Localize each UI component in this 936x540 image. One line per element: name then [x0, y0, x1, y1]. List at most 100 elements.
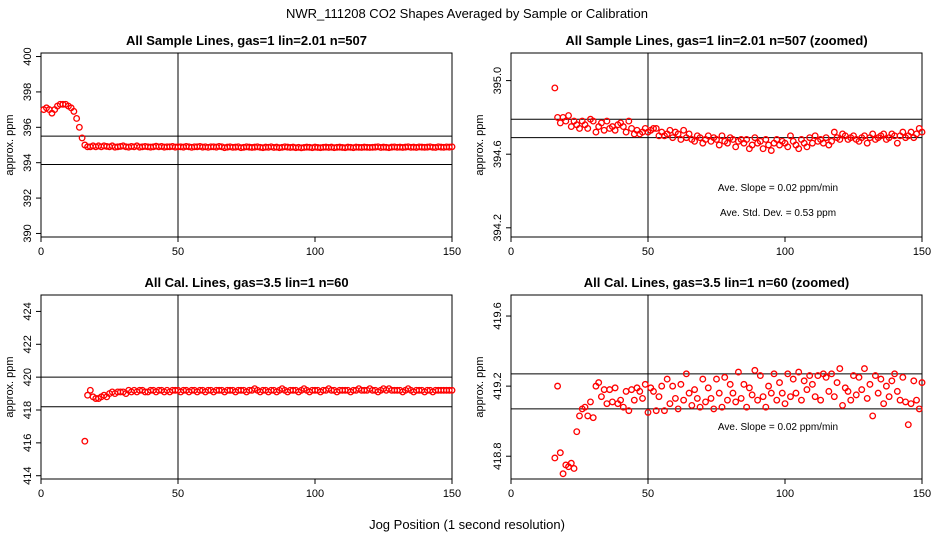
data-point [669, 134, 677, 142]
data-point [669, 382, 677, 390]
data-point [863, 394, 871, 402]
data-point [677, 380, 685, 388]
data-point [836, 136, 844, 143]
x-tick-label: 50 [172, 246, 184, 258]
data-point [915, 405, 923, 413]
data-point [808, 380, 816, 388]
y-tick-label: 394.2 [492, 214, 504, 242]
x-tick-label: 150 [913, 246, 931, 258]
data-point [70, 107, 78, 115]
annotation-text: Ave. Std. Dev. = 0.53 ppm [720, 208, 836, 219]
panel-title: All Cal. Lines, gas=3.5 lin=1 n=60 (zoom… [584, 275, 850, 290]
data-point [902, 398, 910, 406]
data-point [658, 382, 666, 390]
x-tick-label: 100 [306, 488, 324, 500]
data-point [707, 394, 715, 402]
data-point [600, 386, 608, 394]
data-point [904, 421, 912, 429]
plot-frame [510, 294, 923, 480]
data-point [762, 403, 770, 411]
data-point [893, 139, 901, 147]
data-point [787, 132, 794, 140]
data-point [587, 398, 594, 406]
x-tick-label: 100 [776, 246, 794, 258]
data-point [693, 394, 701, 402]
y-tick-label: 390 [22, 224, 34, 242]
data-point [584, 124, 592, 132]
y-tick-label: 419.2 [492, 372, 504, 400]
data-point [663, 375, 671, 383]
data-point [797, 396, 805, 404]
data-point [617, 396, 625, 404]
data-point [73, 115, 81, 122]
data-point [770, 370, 778, 378]
data-point [680, 126, 688, 134]
data-point [828, 137, 836, 145]
data-point [710, 405, 718, 413]
data-point [644, 408, 652, 416]
y-tick-label: 395.0 [492, 67, 504, 95]
data-point [806, 372, 814, 380]
annotation-text: Ave. Slope = 0.02 ppm/min [718, 183, 838, 194]
data-point [765, 382, 773, 390]
data-point [713, 136, 720, 143]
data-point [795, 145, 803, 153]
data-point [600, 126, 608, 134]
data-point [784, 370, 792, 378]
data-point [751, 366, 759, 374]
data-point [833, 379, 841, 387]
x-tick-label: 150 [913, 488, 931, 500]
y-tick-label: 394 [22, 154, 34, 172]
data-point [589, 117, 597, 125]
data-point [839, 401, 846, 409]
data-point [619, 403, 627, 411]
data-point [866, 380, 874, 388]
data-point [630, 396, 638, 404]
data-point [789, 375, 797, 383]
data-point [551, 454, 559, 462]
data-point [852, 391, 860, 399]
data-point [75, 123, 83, 131]
data-point [565, 112, 572, 120]
chart-panel-1: All Sample Lines, gas=1 lin=2.01 n=507 ap… [4, 33, 461, 258]
data-point [759, 393, 767, 401]
data-point [858, 386, 866, 394]
data-point [795, 368, 803, 376]
data-point [787, 393, 794, 401]
panel-title: All Sample Lines, gas=1 lin=2.01 n=507 [126, 33, 367, 48]
y-tick-label: 398 [22, 83, 34, 101]
data-point [882, 382, 890, 390]
data-point [576, 412, 583, 420]
data-point [855, 373, 863, 381]
data-point [445, 386, 453, 394]
x-tick-label: 150 [443, 246, 461, 258]
data-point [639, 394, 646, 402]
data-point [448, 143, 456, 151]
data-point [628, 124, 636, 132]
data-point [704, 384, 712, 392]
x-tick-label: 100 [776, 488, 794, 500]
figure-title: NWR_111208 CO2 Shapes Averaged by Sample… [286, 6, 648, 21]
y-tick-label: 420 [22, 368, 34, 386]
data-point [907, 400, 915, 408]
data-point [718, 132, 726, 140]
data-point [803, 143, 811, 151]
data-point [734, 368, 742, 376]
data-point [721, 373, 729, 381]
y-axis-label: approx. ppm [474, 114, 486, 175]
data-point [811, 393, 819, 401]
data-point [896, 396, 904, 404]
data-point [822, 134, 830, 142]
data-point [666, 400, 674, 408]
data-point [682, 370, 690, 378]
data-point [756, 372, 764, 380]
data-point [576, 124, 583, 132]
data-point [597, 393, 605, 401]
data-point [685, 130, 693, 138]
data-point [893, 387, 901, 395]
data-point [885, 393, 893, 401]
data-point [650, 124, 657, 132]
y-axis-label: approx. ppm [4, 356, 16, 417]
data-point [595, 379, 603, 387]
x-tick-label: 50 [642, 488, 654, 500]
